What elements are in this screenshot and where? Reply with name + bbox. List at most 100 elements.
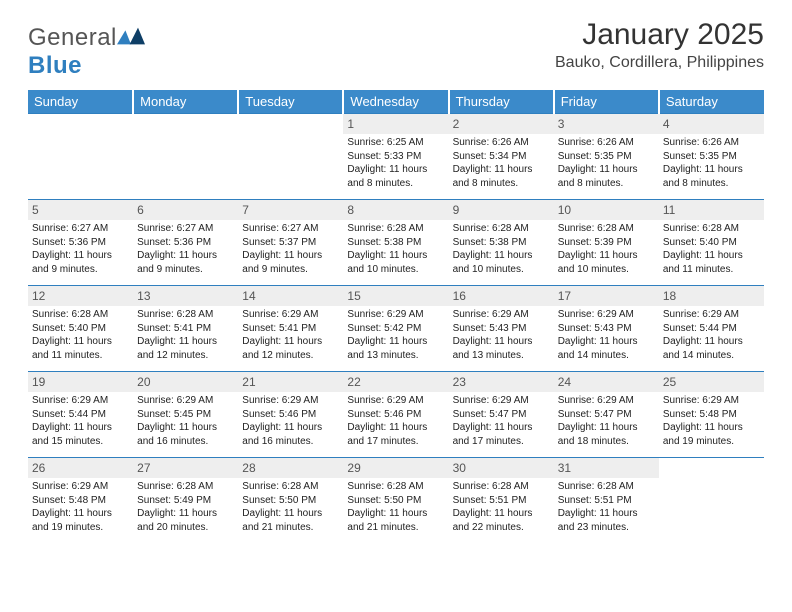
title-block: January 2025 Bauko, Cordillera, Philippi…	[555, 18, 764, 72]
calendar-day-cell: 8Sunrise: 6:28 AMSunset: 5:38 PMDaylight…	[343, 200, 448, 286]
day-info: Sunrise: 6:28 AMSunset: 5:51 PMDaylight:…	[453, 480, 550, 534]
day-info: Sunrise: 6:27 AMSunset: 5:37 PMDaylight:…	[242, 222, 339, 276]
day-number: 21	[238, 372, 343, 392]
brand-text: GeneralBlue	[28, 24, 145, 80]
calendar-day-cell: 10Sunrise: 6:28 AMSunset: 5:39 PMDayligh…	[554, 200, 659, 286]
day-number: 17	[554, 286, 659, 306]
day-number: 15	[343, 286, 448, 306]
day-header-row: SundayMondayTuesdayWednesdayThursdayFrid…	[28, 90, 764, 114]
calendar-week-row: 26Sunrise: 6:29 AMSunset: 5:48 PMDayligh…	[28, 458, 764, 544]
calendar-week-row: 5Sunrise: 6:27 AMSunset: 5:36 PMDaylight…	[28, 200, 764, 286]
day-number: 20	[133, 372, 238, 392]
day-info: Sunrise: 6:29 AMSunset: 5:48 PMDaylight:…	[32, 480, 129, 534]
day-number: 29	[343, 458, 448, 478]
day-header: Sunday	[28, 90, 133, 114]
day-number: 28	[238, 458, 343, 478]
calendar-day-cell: 14Sunrise: 6:29 AMSunset: 5:41 PMDayligh…	[238, 286, 343, 372]
flag-icon	[117, 27, 145, 45]
page-title: January 2025	[555, 18, 764, 52]
day-info: Sunrise: 6:29 AMSunset: 5:41 PMDaylight:…	[242, 308, 339, 362]
calendar-thead: SundayMondayTuesdayWednesdayThursdayFrid…	[28, 90, 764, 114]
day-number: 8	[343, 200, 448, 220]
day-number: 24	[554, 372, 659, 392]
calendar-week-row: 12Sunrise: 6:28 AMSunset: 5:40 PMDayligh…	[28, 286, 764, 372]
day-info: Sunrise: 6:28 AMSunset: 5:40 PMDaylight:…	[663, 222, 760, 276]
day-info: Sunrise: 6:26 AMSunset: 5:35 PMDaylight:…	[558, 136, 655, 190]
brand-part2: Blue	[28, 52, 82, 79]
day-info: Sunrise: 6:29 AMSunset: 5:44 PMDaylight:…	[663, 308, 760, 362]
day-info: Sunrise: 6:28 AMSunset: 5:40 PMDaylight:…	[32, 308, 129, 362]
day-info: Sunrise: 6:29 AMSunset: 5:45 PMDaylight:…	[137, 394, 234, 448]
day-number: 10	[554, 200, 659, 220]
day-info: Sunrise: 6:29 AMSunset: 5:42 PMDaylight:…	[347, 308, 444, 362]
calendar-day-cell: 9Sunrise: 6:28 AMSunset: 5:38 PMDaylight…	[449, 200, 554, 286]
calendar-day-cell: 16Sunrise: 6:29 AMSunset: 5:43 PMDayligh…	[449, 286, 554, 372]
calendar-day-cell: 26Sunrise: 6:29 AMSunset: 5:48 PMDayligh…	[28, 458, 133, 544]
location-text: Bauko, Cordillera, Philippines	[555, 54, 764, 72]
day-info: Sunrise: 6:29 AMSunset: 5:43 PMDaylight:…	[558, 308, 655, 362]
day-number: 27	[133, 458, 238, 478]
day-header: Thursday	[449, 90, 554, 114]
day-number: 5	[28, 200, 133, 220]
day-info: Sunrise: 6:28 AMSunset: 5:38 PMDaylight:…	[347, 222, 444, 276]
day-number: 30	[449, 458, 554, 478]
calendar-day-cell: 4Sunrise: 6:26 AMSunset: 5:35 PMDaylight…	[659, 114, 764, 200]
calendar-day-cell: 25Sunrise: 6:29 AMSunset: 5:48 PMDayligh…	[659, 372, 764, 458]
brand-part1: General	[28, 24, 117, 51]
day-info: Sunrise: 6:25 AMSunset: 5:33 PMDaylight:…	[347, 136, 444, 190]
day-info: Sunrise: 6:29 AMSunset: 5:48 PMDaylight:…	[663, 394, 760, 448]
calendar-day-cell: 23Sunrise: 6:29 AMSunset: 5:47 PMDayligh…	[449, 372, 554, 458]
calendar-body: 1Sunrise: 6:25 AMSunset: 5:33 PMDaylight…	[28, 114, 764, 544]
day-number: 1	[343, 114, 448, 134]
calendar-day-cell: 5Sunrise: 6:27 AMSunset: 5:36 PMDaylight…	[28, 200, 133, 286]
day-info: Sunrise: 6:28 AMSunset: 5:39 PMDaylight:…	[558, 222, 655, 276]
calendar-empty-cell	[238, 114, 343, 200]
calendar-empty-cell	[28, 114, 133, 200]
header-row: GeneralBlue January 2025 Bauko, Cordille…	[28, 18, 764, 80]
calendar-table: SundayMondayTuesdayWednesdayThursdayFrid…	[28, 90, 764, 544]
day-info: Sunrise: 6:29 AMSunset: 5:43 PMDaylight:…	[453, 308, 550, 362]
day-header: Tuesday	[238, 90, 343, 114]
calendar-page: GeneralBlue January 2025 Bauko, Cordille…	[0, 0, 792, 554]
day-info: Sunrise: 6:27 AMSunset: 5:36 PMDaylight:…	[32, 222, 129, 276]
day-info: Sunrise: 6:28 AMSunset: 5:38 PMDaylight:…	[453, 222, 550, 276]
calendar-day-cell: 2Sunrise: 6:26 AMSunset: 5:34 PMDaylight…	[449, 114, 554, 200]
day-info: Sunrise: 6:28 AMSunset: 5:51 PMDaylight:…	[558, 480, 655, 534]
day-number: 14	[238, 286, 343, 306]
day-info: Sunrise: 6:29 AMSunset: 5:47 PMDaylight:…	[558, 394, 655, 448]
calendar-day-cell: 12Sunrise: 6:28 AMSunset: 5:40 PMDayligh…	[28, 286, 133, 372]
day-info: Sunrise: 6:29 AMSunset: 5:46 PMDaylight:…	[347, 394, 444, 448]
calendar-day-cell: 20Sunrise: 6:29 AMSunset: 5:45 PMDayligh…	[133, 372, 238, 458]
day-info: Sunrise: 6:28 AMSunset: 5:41 PMDaylight:…	[137, 308, 234, 362]
calendar-day-cell: 21Sunrise: 6:29 AMSunset: 5:46 PMDayligh…	[238, 372, 343, 458]
calendar-week-row: 1Sunrise: 6:25 AMSunset: 5:33 PMDaylight…	[28, 114, 764, 200]
day-number: 11	[659, 200, 764, 220]
calendar-day-cell: 19Sunrise: 6:29 AMSunset: 5:44 PMDayligh…	[28, 372, 133, 458]
calendar-day-cell: 31Sunrise: 6:28 AMSunset: 5:51 PMDayligh…	[554, 458, 659, 544]
brand-logo: GeneralBlue	[28, 24, 145, 80]
day-number: 25	[659, 372, 764, 392]
calendar-empty-cell	[133, 114, 238, 200]
day-number: 19	[28, 372, 133, 392]
day-number: 7	[238, 200, 343, 220]
calendar-day-cell: 18Sunrise: 6:29 AMSunset: 5:44 PMDayligh…	[659, 286, 764, 372]
day-number: 13	[133, 286, 238, 306]
day-number: 16	[449, 286, 554, 306]
day-header: Wednesday	[343, 90, 448, 114]
calendar-day-cell: 15Sunrise: 6:29 AMSunset: 5:42 PMDayligh…	[343, 286, 448, 372]
day-number: 26	[28, 458, 133, 478]
day-info: Sunrise: 6:26 AMSunset: 5:34 PMDaylight:…	[453, 136, 550, 190]
calendar-day-cell: 13Sunrise: 6:28 AMSunset: 5:41 PMDayligh…	[133, 286, 238, 372]
day-info: Sunrise: 6:26 AMSunset: 5:35 PMDaylight:…	[663, 136, 760, 190]
day-number: 6	[133, 200, 238, 220]
calendar-day-cell: 7Sunrise: 6:27 AMSunset: 5:37 PMDaylight…	[238, 200, 343, 286]
day-number: 9	[449, 200, 554, 220]
day-number: 4	[659, 114, 764, 134]
day-info: Sunrise: 6:29 AMSunset: 5:46 PMDaylight:…	[242, 394, 339, 448]
day-info: Sunrise: 6:28 AMSunset: 5:49 PMDaylight:…	[137, 480, 234, 534]
day-number: 22	[343, 372, 448, 392]
day-header: Monday	[133, 90, 238, 114]
calendar-empty-cell	[659, 458, 764, 544]
calendar-day-cell: 6Sunrise: 6:27 AMSunset: 5:36 PMDaylight…	[133, 200, 238, 286]
day-header: Friday	[554, 90, 659, 114]
